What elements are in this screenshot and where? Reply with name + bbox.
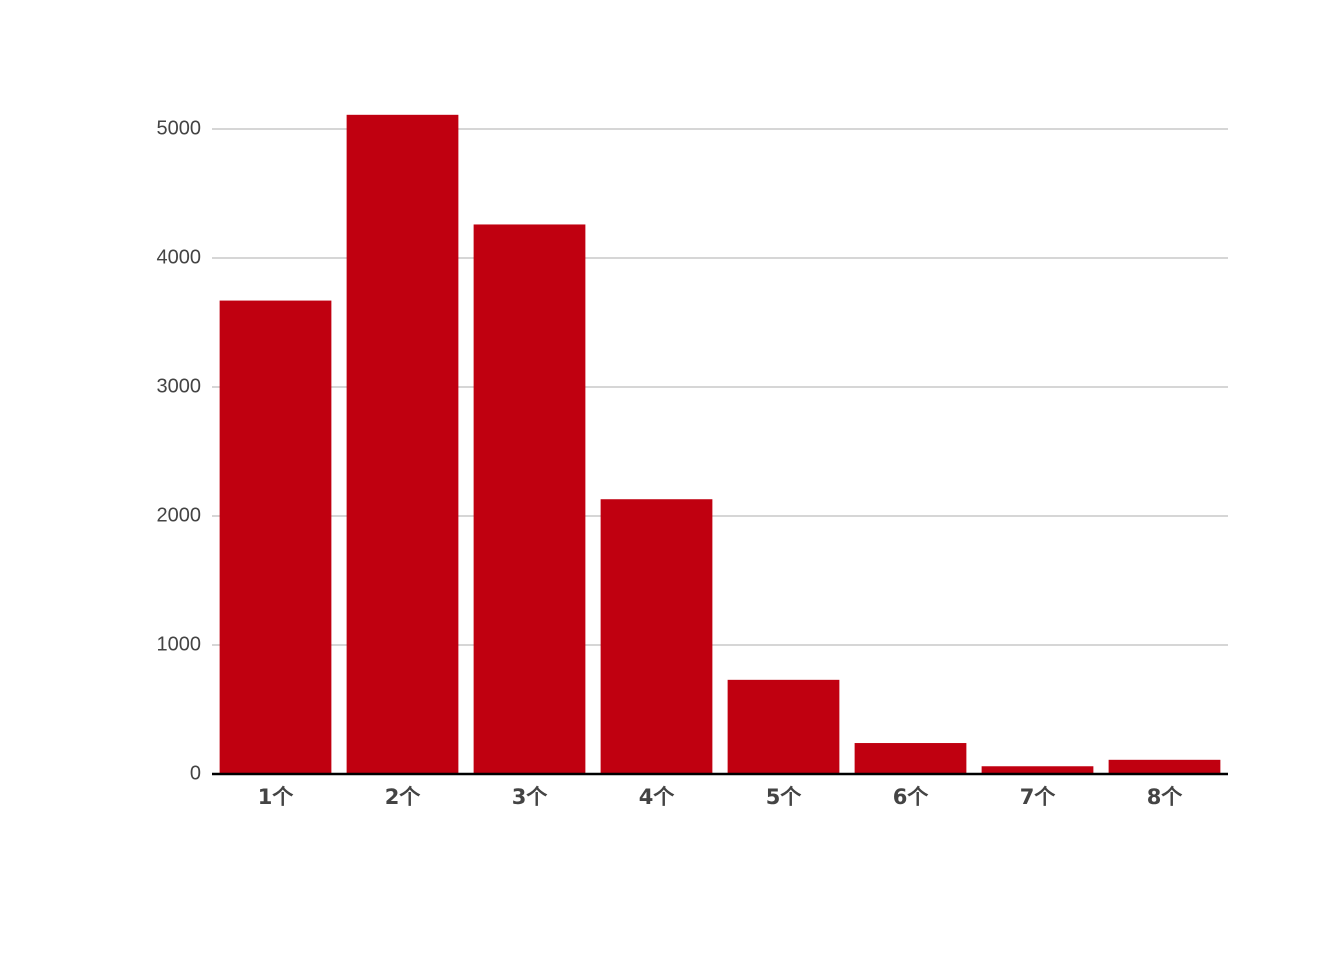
bar bbox=[600, 499, 713, 774]
y-tick-label: 2000 bbox=[157, 504, 202, 526]
bar bbox=[727, 679, 840, 774]
bar bbox=[981, 766, 1094, 774]
y-tick-label: 4000 bbox=[157, 246, 202, 268]
bar bbox=[346, 114, 459, 774]
x-tick-label: 3个 bbox=[512, 785, 549, 809]
x-tick-label: 7个 bbox=[1020, 785, 1057, 809]
y-tick-label: 0 bbox=[190, 762, 201, 784]
x-tick-label: 1个 bbox=[258, 785, 295, 809]
bar bbox=[854, 743, 967, 774]
x-tick-label: 5个 bbox=[766, 785, 803, 809]
bar bbox=[473, 224, 586, 774]
x-tick-label: 6个 bbox=[893, 785, 930, 809]
x-tick-label: 8个 bbox=[1147, 785, 1184, 809]
y-tick-label: 5000 bbox=[157, 117, 202, 139]
y-tick-label: 3000 bbox=[157, 375, 202, 397]
x-tick-label: 4个 bbox=[639, 785, 676, 809]
bar bbox=[1108, 759, 1221, 774]
bar bbox=[219, 300, 332, 774]
x-tick-label: 2个 bbox=[385, 785, 422, 809]
y-tick-label: 1000 bbox=[157, 633, 202, 655]
